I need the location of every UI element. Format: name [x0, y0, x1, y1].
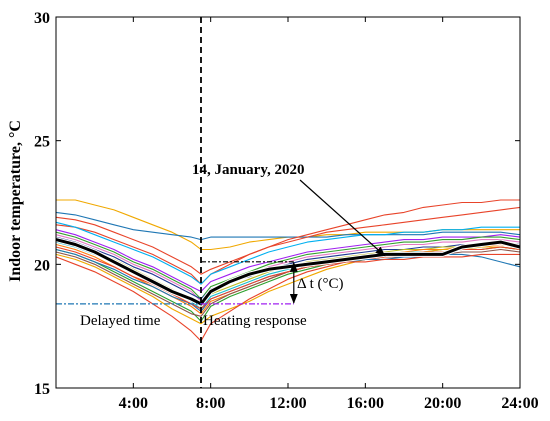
y-tick-label: 30: [34, 10, 50, 27]
series-layer: [55, 199, 521, 342]
series-line-5: [55, 221, 520, 285]
series-line-3: [55, 206, 521, 275]
series-line-highlighted: [55, 238, 521, 306]
delta-t-label: Δ t (°C): [297, 276, 343, 292]
plot-frame: [55, 16, 521, 389]
x-tick-label: 16:00: [347, 395, 384, 412]
y-tick-label: 15: [34, 381, 50, 398]
x-axis: 4:00 8:00 12:00 16:00 20:00 24:00: [119, 17, 539, 412]
series-line-2: [55, 211, 521, 241]
x-tick-label: 24:00: [501, 395, 538, 412]
x-tick-label: 20:00: [424, 395, 461, 412]
x-tick-label: 8:00: [196, 395, 225, 412]
series-line-14: [55, 246, 521, 325]
series-line-8: [55, 234, 521, 302]
y-tick-label: 25: [34, 134, 50, 151]
callout-label: 14, January, 2020: [192, 162, 305, 178]
delayed-time-label: Delayed time: [80, 313, 161, 329]
annotation-text: 14, January, 2020 Delayed time Heating r…: [80, 162, 343, 329]
y-axis-label: Indoor temperature, °C: [7, 120, 24, 282]
series-line-4: [55, 199, 520, 285]
heating-response-label: Heating response: [203, 313, 307, 329]
y-axis: 15 20 25 30: [34, 10, 520, 398]
x-tick-label: 4:00: [119, 395, 148, 412]
callout-arrow: [299, 179, 386, 257]
y-tick-label: 20: [34, 257, 50, 274]
annotation-lines: [56, 17, 386, 388]
series-line-6: [55, 229, 521, 293]
x-tick-label: 12:00: [269, 395, 306, 412]
